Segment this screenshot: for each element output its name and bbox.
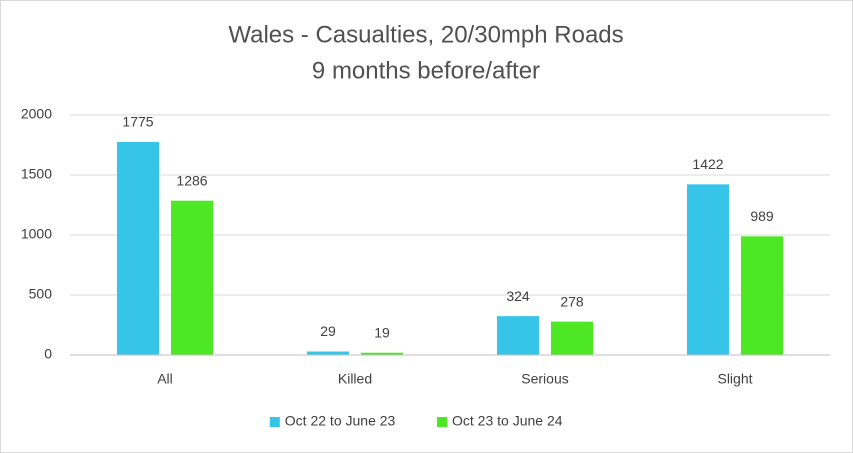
data-label: 19 xyxy=(374,324,390,340)
bar xyxy=(171,200,213,355)
legend-label: Oct 23 to June 24 xyxy=(452,413,563,429)
y-tick-label: 500 xyxy=(29,286,53,302)
data-label: 1775 xyxy=(122,114,153,130)
y-tick-label: 2000 xyxy=(21,106,52,122)
data-label: 324 xyxy=(506,288,530,304)
y-tick-label: 1000 xyxy=(21,226,52,242)
legend-swatch xyxy=(269,417,280,427)
x-tick-label: Killed xyxy=(338,371,372,387)
x-tick-label: Serious xyxy=(521,371,568,387)
data-label: 29 xyxy=(320,323,336,339)
bar xyxy=(361,352,403,355)
data-label: 1286 xyxy=(176,172,207,188)
y-tick-label: 1500 xyxy=(21,166,52,182)
chart-title: Wales - Casualties, 20/30mph Roads xyxy=(228,21,623,48)
bar xyxy=(551,321,593,355)
bar xyxy=(741,236,783,355)
x-tick-label: All xyxy=(157,371,173,387)
chart-subtitle: 9 months before/after xyxy=(312,57,540,84)
data-label: 1422 xyxy=(692,156,723,172)
bar xyxy=(687,184,729,355)
x-tick-label: Slight xyxy=(717,371,752,387)
y-tick-label: 0 xyxy=(44,346,52,362)
data-label: 989 xyxy=(750,208,774,224)
bar xyxy=(117,142,159,355)
bar xyxy=(307,351,349,355)
bar xyxy=(497,316,539,355)
data-label: 278 xyxy=(560,293,584,309)
legend-swatch xyxy=(437,417,447,427)
legend-label: Oct 22 to June 23 xyxy=(285,413,396,429)
